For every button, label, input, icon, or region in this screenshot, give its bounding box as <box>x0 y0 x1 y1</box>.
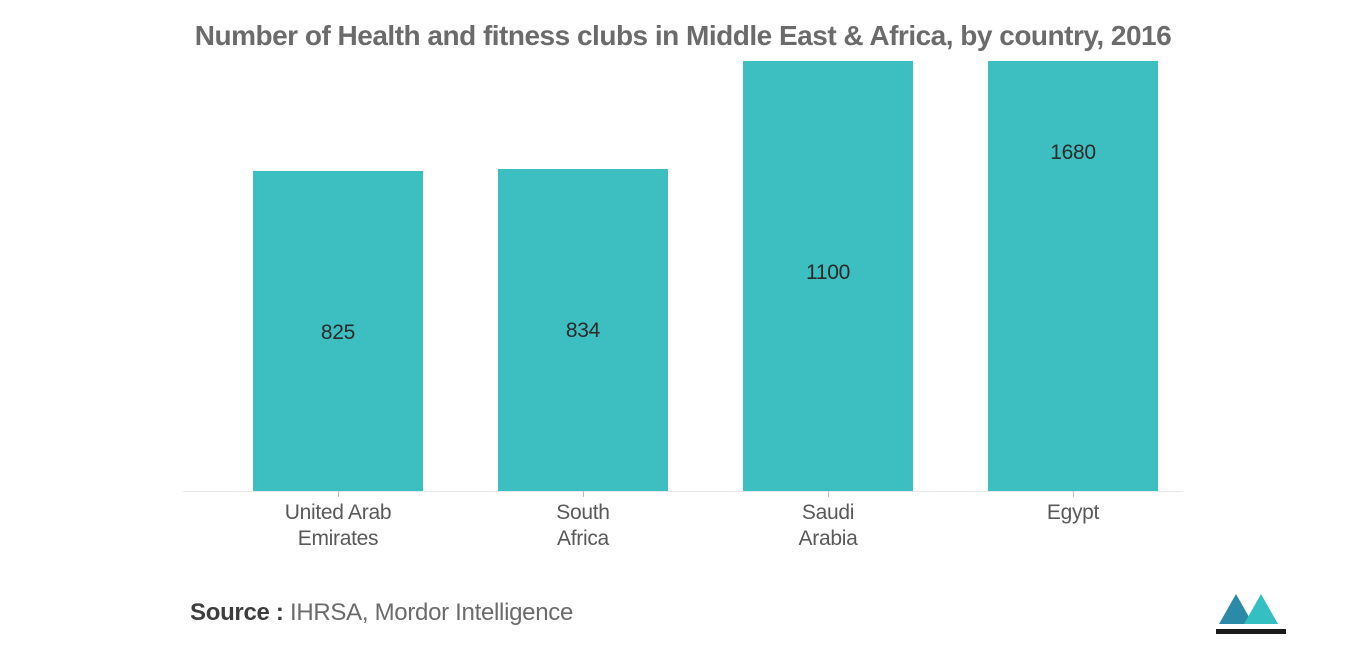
bar-group: 834 <box>498 169 668 491</box>
bar-value-label: 834 <box>498 319 668 343</box>
x-axis-label: Egypt <box>973 500 1173 526</box>
bar: 825 <box>253 171 423 491</box>
x-axis-label: United ArabEmirates <box>238 500 438 553</box>
bar: 834 <box>498 169 668 491</box>
bar: 1100 <box>743 61 913 491</box>
axis-tick <box>828 491 829 497</box>
x-axis-label: SouthAfrica <box>483 500 683 553</box>
bar: 1680 <box>988 61 1158 491</box>
bar-value-label: 1100 <box>743 261 913 285</box>
source-label: Source : <box>190 599 284 626</box>
bar-group: 1680 <box>988 61 1158 491</box>
plot-area: 825United ArabEmirates834SouthAfrica1100… <box>183 62 1183 492</box>
bar-group: 825 <box>253 171 423 491</box>
axis-tick <box>583 491 584 497</box>
x-axis-label: SaudiArabia <box>728 500 928 553</box>
brand-logo <box>1216 592 1311 637</box>
logo-icon <box>1216 592 1311 637</box>
chart-title: Number of Health and fitness clubs in Mi… <box>60 20 1306 52</box>
axis-tick <box>338 491 339 497</box>
source-text: IHRSA, Mordor Intelligence <box>290 599 573 626</box>
chart-container: Number of Health and fitness clubs in Mi… <box>0 0 1366 655</box>
axis-tick <box>1073 491 1074 497</box>
bar-value-label: 1680 <box>988 141 1158 165</box>
source-line: Source : IHRSA, Mordor Intelligence <box>190 599 573 627</box>
bar-value-label: 825 <box>253 321 423 345</box>
bar-group: 1100 <box>743 61 913 491</box>
